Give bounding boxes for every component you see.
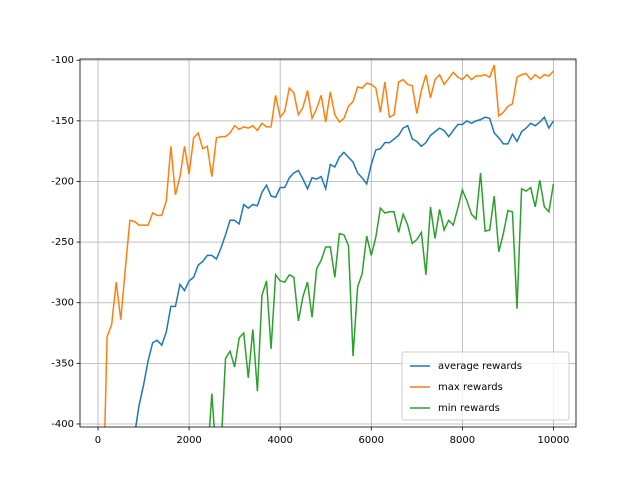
legend-box (401, 351, 570, 421)
y-tick-label: -200 (51, 176, 74, 187)
x-tick-label: 8000 (450, 435, 475, 446)
y-tick-label: -350 (51, 358, 74, 369)
series-line (135, 115, 555, 427)
legend-label: average rewards (438, 361, 522, 372)
axes-frame (79, 58, 577, 428)
y-tick-label: -400 (51, 419, 74, 430)
legend-label: min rewards (438, 403, 500, 414)
legend-label: max rewards (438, 382, 503, 393)
y-tick-label: -250 (51, 237, 74, 248)
y-tick-label: -100 (51, 55, 74, 66)
x-tick-label: 0 (95, 435, 101, 446)
x-tick-label: 10000 (538, 435, 570, 446)
x-tick-label: 6000 (359, 435, 384, 446)
series-line (208, 172, 555, 427)
y-tick-label: -150 (51, 116, 74, 127)
x-tick-label: 4000 (267, 435, 292, 446)
series-line (104, 64, 554, 427)
x-tick-label: 2000 (176, 435, 201, 446)
y-tick-label: -300 (51, 298, 74, 309)
